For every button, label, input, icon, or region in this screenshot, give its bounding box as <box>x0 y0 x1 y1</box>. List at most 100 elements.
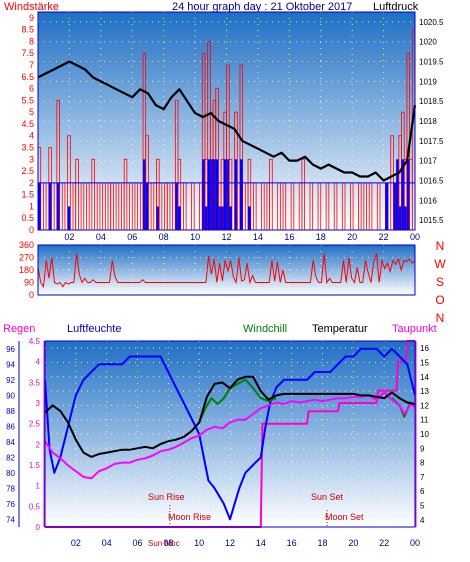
pressure-axis: 1015.5 1016 1016.5 1017 1017.5 1018 1018.5 1019… <box>419 18 444 225</box>
humidity-tick-label: 74 <box>6 515 15 524</box>
wind-average-bar <box>213 159 216 230</box>
wind-average-bar <box>56 182 60 230</box>
temperature-tick-label: 12 <box>420 401 429 410</box>
chart-title: 24 hour graph day : 21 Oktober 2017 <box>172 1 352 13</box>
rain-tick-label: 3 <box>36 399 41 408</box>
humidity-tick-label: 86 <box>6 422 15 431</box>
rain-axis: 0 0.5 1 1.5 2 2.5 3 3.5 4 4.5 <box>29 337 45 532</box>
wind-speed-tick-label: 7.5 <box>21 48 34 58</box>
wind-pressure-grid <box>38 12 416 230</box>
pressure-tick-label: 1019 <box>419 77 437 86</box>
pressure-tick-label: 1020 <box>419 38 437 47</box>
wind-average-bar <box>226 159 230 230</box>
temperature-tick-label: 15 <box>420 358 429 367</box>
temperature-plot-area <box>45 341 415 527</box>
humidity-tick-label: 82 <box>6 453 15 462</box>
temperature-tick-label: 4 <box>420 516 425 525</box>
x-tick-label: 10 <box>190 232 200 242</box>
astro-annotations: Sun Rise Moon Rise Sun Set Moon Set Sun Moc <box>148 492 364 548</box>
pressure-series <box>37 60 417 182</box>
wind-speed-tick-label: 9 <box>29 13 34 23</box>
wind-speed-tick-label: 8 <box>29 36 34 46</box>
wind-speed-tick-label: 5 <box>29 107 34 117</box>
pressure-tick-label: 1019.5 <box>419 58 444 67</box>
humidity-tick-label: 88 <box>6 407 15 416</box>
sun-set-label: Sun Set <box>311 492 344 502</box>
wind-speed-tick-label: 5.5 <box>21 95 34 105</box>
humidity-tick-label: 94 <box>6 360 15 369</box>
wind-pressure-x-axis: 02 04 06 08 10 12 14 16 18 20 22 00 <box>64 232 420 242</box>
wind-speed-tick-label: 1 <box>29 201 34 211</box>
wind-average-bar <box>221 206 224 230</box>
wind-direction-line <box>37 253 416 289</box>
x-tick-label: 04 <box>96 232 106 242</box>
windchill-legend: Windchill <box>243 323 287 335</box>
wind-average-bar <box>396 159 399 230</box>
temperature-tick-label: 8 <box>420 459 425 468</box>
wind-average-bar <box>401 159 405 230</box>
wind-average-bar <box>215 159 219 230</box>
wind-speed-tick-label: 6.5 <box>21 72 34 82</box>
temperature-tick-label: 16 <box>420 344 429 353</box>
wind-pressure-panel: 0 0.5 11.5 2 2.5 33.5 4 4.5 5 5.56 6.5 7 7.5 88.5 9 10… <box>4 1 444 242</box>
wind-speed-tick-label: 0.5 <box>21 213 34 223</box>
x-tick-label: 20 <box>347 232 357 242</box>
humidity-tick-label: 80 <box>6 469 15 478</box>
wind-average-bar <box>404 206 407 230</box>
wind-average-bar <box>239 159 243 230</box>
x-tick-label: 18 <box>316 232 326 242</box>
wind-speed-tick-label: 4 <box>29 131 34 141</box>
rain-tick-label: 1.5 <box>29 461 41 470</box>
humidity-axis: 74 76 78 80 82 84 86 88 90 92 94 96 <box>6 341 20 527</box>
pressure-tick-label: 1018 <box>419 117 437 126</box>
pressure-tick-label: 1016 <box>419 196 437 205</box>
compass-label: N <box>436 311 445 325</box>
humidity-line <box>44 347 416 521</box>
temperature-axis: 4 5 6 7 8 9 10 11 12 13 14 15 16 <box>415 341 429 527</box>
wind-average-bar <box>398 206 402 230</box>
wind-average-bar <box>175 182 179 230</box>
moon-set-label: Moon Set <box>325 512 364 522</box>
compass-label: W <box>434 257 446 271</box>
rain-tick-label: 2.5 <box>29 420 41 429</box>
pressure-line <box>37 60 417 182</box>
humidity-tick-label: 76 <box>6 500 15 509</box>
wind-average-bar <box>156 206 160 230</box>
rain-tick-label: 2 <box>36 440 41 449</box>
temperature-tick-label: 11 <box>420 416 429 425</box>
wind-speed-tick-label: 2.5 <box>21 166 34 176</box>
wind-direction-tick-label: 270 <box>19 253 34 263</box>
wind-average-bar <box>248 206 251 230</box>
pressure-tick-label: 1016.5 <box>419 176 444 185</box>
x-tick-label: 06 <box>132 538 142 548</box>
x-tick-label: 20 <box>348 538 358 548</box>
wind-average-bar <box>67 206 71 230</box>
x-tick-label: 00 <box>410 232 420 242</box>
x-tick-label: 22 <box>379 232 389 242</box>
temperature-line <box>44 375 416 458</box>
pressure-tick-label: 1017 <box>419 157 437 166</box>
rain-tick-label: 1 <box>36 482 41 491</box>
rain-tick-label: 4.5 <box>29 337 41 346</box>
wind-speed-tick-label: 8.5 <box>21 25 34 35</box>
temperature-tick-label: 5 <box>420 502 425 511</box>
wind-speed-tick-label: 4.5 <box>21 119 34 129</box>
x-tick-label: 08 <box>159 232 169 242</box>
wind-average-bar <box>393 182 397 230</box>
humidity-tick-label: 90 <box>6 391 15 400</box>
wind-average-bar <box>202 159 205 230</box>
wind-average-bar <box>385 182 389 230</box>
humidity-tick-label: 96 <box>6 345 15 354</box>
rain-tick-label: 3.5 <box>29 378 41 387</box>
x-tick-label: 10 <box>194 538 204 548</box>
wind-speed-tick-label: 0 <box>29 225 34 235</box>
rain-tick-label: 4 <box>36 358 41 367</box>
temperature-frame <box>44 340 416 528</box>
temperature-tick-label: 10 <box>420 430 429 439</box>
wind-average-bar <box>207 159 211 230</box>
wind-speed-tick-label: 1.5 <box>21 190 34 200</box>
